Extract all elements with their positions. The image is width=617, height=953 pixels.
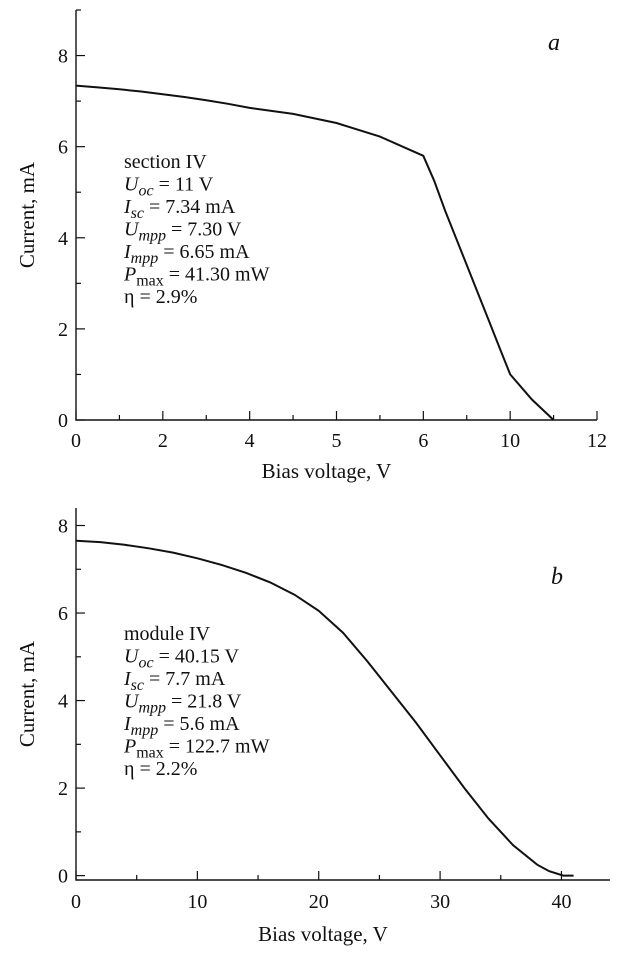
annotation-segment: U xyxy=(124,691,140,713)
annotation-segment: = 21.8 V xyxy=(166,691,242,713)
y-tick-label: 2 xyxy=(58,778,68,800)
annotation-segment: I xyxy=(123,196,132,218)
y-tick-label: 8 xyxy=(58,46,68,68)
panel-b-x-axis-label: Bias voltage, V xyxy=(258,922,388,946)
annotation-segment: = 7.30 V xyxy=(166,219,242,241)
annotation-line: Pmax = 41.30 mW xyxy=(123,264,270,290)
annotation-segment: = 7.34 mA xyxy=(144,196,236,218)
annotation-segment: = 40.15 V xyxy=(154,646,240,668)
panel-a-tick-labels: 0 2 4 6 8 0 2 4 5 6 10 12 xyxy=(58,46,607,452)
annotation-segment: sc xyxy=(131,205,144,222)
annotation-segment: U xyxy=(124,646,140,668)
x-tick-label: 10 xyxy=(187,891,207,913)
y-tick-label: 4 xyxy=(58,691,68,713)
annotation-segment: sc xyxy=(131,677,144,694)
annotation-segment: P xyxy=(123,736,136,758)
x-tick-label: 4 xyxy=(245,430,255,452)
annotation-segment: I xyxy=(123,668,132,690)
x-tick-label: 0 xyxy=(71,891,81,913)
panel-b-chart: 0 2 4 6 8 0 10 20 30 40 Bias voltage, V Current, … xyxy=(15,508,610,946)
x-tick-label: 12 xyxy=(587,430,607,452)
y-tick-label: 6 xyxy=(58,603,68,625)
annotation-segment: oc xyxy=(138,655,153,672)
x-tick-label: 6 xyxy=(418,430,428,452)
annotation-line: Isc = 7.7 mA xyxy=(123,668,226,694)
panel-b-letter: b xyxy=(551,564,563,590)
panel-a-letter: a xyxy=(548,30,560,56)
annotation-segment: = 122.7 mW xyxy=(164,736,270,758)
annotation-segment: = 7.7 mA xyxy=(144,668,226,690)
annotation-segment: max xyxy=(136,273,164,290)
y-tick-label: 2 xyxy=(58,319,68,341)
y-tick-label: 0 xyxy=(58,866,68,888)
x-tick-label: 30 xyxy=(430,891,450,913)
panel-b-tick-labels: 0 2 4 6 8 0 10 20 30 40 xyxy=(58,516,571,913)
annotation-line: Uoc = 11 V xyxy=(124,174,214,200)
annotation-line: Umpp = 21.8 V xyxy=(124,691,242,717)
panel-a-x-axis-label: Bias voltage, V xyxy=(262,459,392,483)
panel-a-chart: 0 2 4 6 8 0 2 4 5 6 10 12 Bias voltage, V Current, … xyxy=(15,9,607,483)
panel-a-annotation: section IV Uoc = 11 V Isc = 7.34 mA Umpp = … xyxy=(123,151,270,308)
annotation-segment: I xyxy=(123,241,132,263)
panel-a-y-axis-label: Current, mA xyxy=(15,161,39,268)
y-tick-label: 0 xyxy=(58,410,68,432)
x-tick-label: 40 xyxy=(551,891,571,913)
annotation-line: Impp = 5.6 mA xyxy=(123,713,240,739)
x-tick-label: 0 xyxy=(71,430,81,452)
annotation-segment: max xyxy=(136,745,164,762)
annotation-segment: = 11 V xyxy=(154,174,214,196)
annotation-segment: mpp xyxy=(138,700,166,717)
panel-b-y-axis-label: Current, mA xyxy=(15,640,39,747)
annotation-segment: U xyxy=(124,219,140,241)
panel-a-axes xyxy=(75,10,597,421)
annotation-segment: = 5.6 mA xyxy=(158,713,240,735)
annotation-segment: η = 2.2% xyxy=(124,758,197,780)
annotation-segment: oc xyxy=(138,183,153,200)
panel-b-annotation: module IV Uoc = 40.15 V Isc = 7.7 mA Umpp =… xyxy=(123,623,270,780)
annotation-segment: mpp xyxy=(138,228,166,245)
y-tick-label: 8 xyxy=(58,516,68,538)
panel-a-iv-curve xyxy=(75,84,555,421)
annotation-line: module IV xyxy=(124,623,211,645)
annotation-line: section IV xyxy=(124,151,207,173)
annotation-segment: = 6.65 mA xyxy=(158,241,250,263)
y-tick-label: 4 xyxy=(58,228,68,250)
x-tick-label: 2 xyxy=(158,430,168,452)
annotation-segment: U xyxy=(124,174,140,196)
annotation-line: Uoc = 40.15 V xyxy=(124,646,239,672)
annotation-line: Umpp = 7.30 V xyxy=(124,219,242,245)
y-tick-label: 6 xyxy=(58,137,68,159)
annotation-line: η = 2.9% xyxy=(124,286,197,308)
annotation-segment: η = 2.9% xyxy=(124,286,197,308)
annotation-line: Isc = 7.34 mA xyxy=(123,196,236,222)
annotation-segment: mpp xyxy=(131,250,159,267)
annotation-line: η = 2.2% xyxy=(124,758,197,780)
annotation-segment: I xyxy=(123,713,132,735)
panel-b-axes xyxy=(75,508,610,881)
annotation-segment: module IV xyxy=(124,623,211,645)
panel-b-iv-curve xyxy=(75,539,574,877)
annotation-line: Pmax = 122.7 mW xyxy=(123,736,270,762)
annotation-line: Impp = 6.65 mA xyxy=(123,241,250,267)
x-tick-label: 5 xyxy=(332,430,342,452)
x-tick-label: 20 xyxy=(309,891,329,913)
annotation-segment: section IV xyxy=(124,151,207,173)
annotation-segment: P xyxy=(123,264,136,286)
annotation-segment: = 41.30 mW xyxy=(164,264,270,286)
x-tick-label: 10 xyxy=(500,430,520,452)
annotation-segment: mpp xyxy=(131,722,159,739)
